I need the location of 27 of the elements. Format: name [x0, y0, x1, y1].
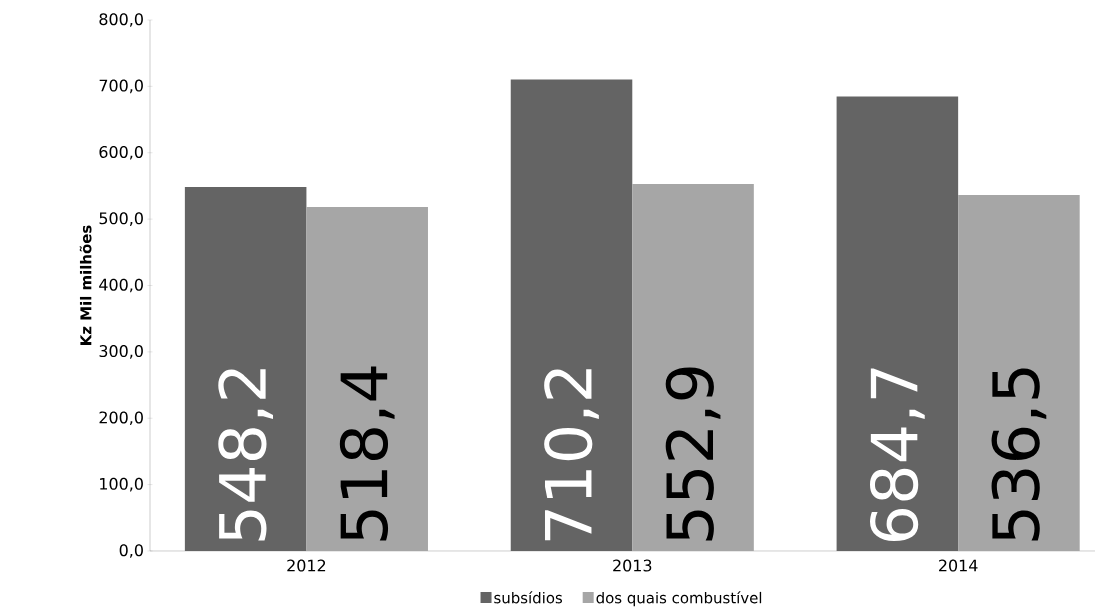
bar [510, 79, 633, 551]
legend-label: subsídios [494, 591, 563, 604]
data-label: 518,4 [339, 366, 395, 541]
data-label: 710,2 [544, 369, 599, 541]
data-label: 552,9 [665, 367, 721, 541]
y-tick-label: 400,0 [99, 278, 143, 293]
y-tick-label: 100,0 [100, 477, 143, 492]
y-tick-label: 300,0 [99, 345, 143, 359]
data-label: 536,5 [991, 368, 1047, 541]
x-tick-label: 2013 [613, 559, 652, 572]
y-tick-label: 800,0 [99, 13, 143, 27]
data-label: 548,2 [218, 369, 274, 541]
y-tick-label: 600,0 [99, 145, 143, 160]
bar [184, 187, 307, 551]
bar [306, 206, 428, 551]
bar [632, 184, 754, 551]
x-tick-label: 2012 [287, 559, 326, 572]
data-label: 684,7 [870, 368, 925, 542]
bar [836, 96, 959, 551]
y-tick-label: 0,0 [119, 544, 143, 558]
y-tick-label: 700,0 [99, 79, 143, 94]
x-tick-label: 2014 [939, 559, 978, 572]
bar [958, 194, 1080, 551]
legend-label: dos quais combustível [596, 591, 762, 607]
y-tick-label: 500,0 [99, 212, 143, 226]
y-axis-title: Kz Mil milhões [79, 225, 92, 345]
y-tick-label: 200,0 [99, 411, 143, 426]
